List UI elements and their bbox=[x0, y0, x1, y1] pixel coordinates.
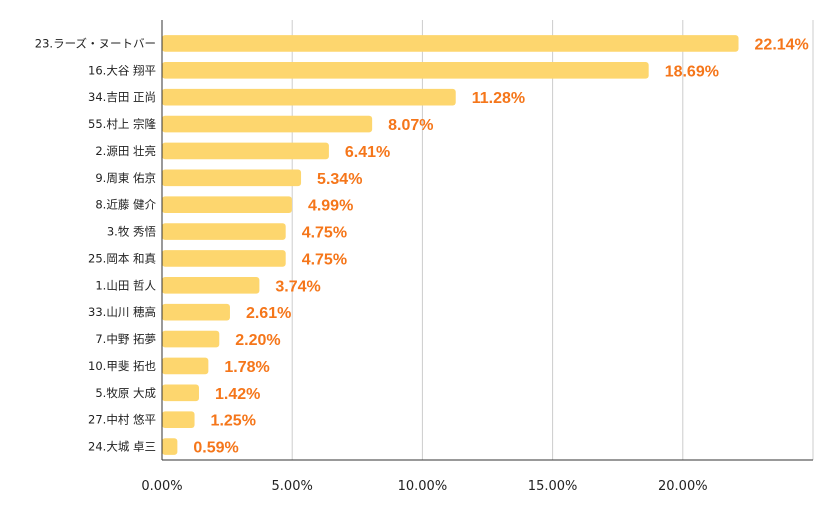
category-label: 23.ラーズ・ヌートバー bbox=[35, 36, 156, 50]
data-label: 8.07% bbox=[388, 117, 433, 134]
data-label: 1.78% bbox=[224, 359, 269, 376]
bar bbox=[162, 357, 209, 375]
bar bbox=[162, 276, 260, 294]
bars bbox=[162, 35, 739, 455]
bar bbox=[162, 142, 329, 160]
bar bbox=[162, 35, 739, 52]
x-tick-label: 20.00% bbox=[658, 479, 708, 494]
data-label: 2.20% bbox=[235, 332, 280, 349]
category-label: 3.牧 秀悟 bbox=[107, 225, 157, 239]
data-label: 6.41% bbox=[345, 144, 390, 161]
bar bbox=[162, 250, 286, 267]
data-label: 0.59% bbox=[193, 440, 238, 457]
gridlines bbox=[291, 20, 814, 460]
category-label: 34.吉田 正尚 bbox=[88, 90, 156, 104]
data-label: 2.61% bbox=[246, 305, 291, 322]
bar bbox=[162, 384, 199, 402]
bar bbox=[162, 115, 373, 133]
category-label: 5.牧原 大成 bbox=[95, 386, 156, 400]
data-label: 4.99% bbox=[308, 198, 353, 215]
axes bbox=[161, 20, 813, 461]
bar bbox=[162, 88, 456, 106]
data-label: 1.25% bbox=[211, 413, 256, 430]
category-label: 8.近藤 健介 bbox=[95, 198, 156, 212]
category-label: 55.村上 宗隆 bbox=[88, 117, 156, 131]
category-label: 16.大谷 翔平 bbox=[88, 63, 156, 77]
bar bbox=[162, 438, 178, 455]
data-label: 4.75% bbox=[302, 225, 347, 242]
category-label: 7.中野 拓夢 bbox=[95, 332, 156, 346]
data-label: 22.14% bbox=[755, 36, 809, 53]
data-label: 3.74% bbox=[275, 278, 320, 295]
data-label: 5.34% bbox=[317, 171, 362, 188]
category-label: 33.山川 穂高 bbox=[88, 305, 156, 319]
category-label: 2.源田 壮亮 bbox=[95, 144, 156, 158]
bar bbox=[162, 169, 302, 187]
category-label: 9.周東 佑京 bbox=[95, 171, 156, 185]
x-tick-label: 10.00% bbox=[398, 479, 448, 494]
bar bbox=[162, 411, 195, 429]
category-label: 1.山田 哲人 bbox=[95, 278, 156, 292]
x-tick-label: 5.00% bbox=[272, 479, 313, 494]
x-tick-label: 0.00% bbox=[141, 479, 182, 494]
data-label: 4.75% bbox=[302, 251, 347, 268]
category-label: 25.岡本 和真 bbox=[88, 251, 156, 265]
x-tick-label: 15.00% bbox=[528, 479, 578, 494]
category-label: 24.大城 卓三 bbox=[88, 440, 156, 454]
category-label: 10.甲斐 拓也 bbox=[88, 359, 156, 373]
bar bbox=[162, 223, 286, 240]
bar bbox=[162, 196, 292, 214]
data-label: 18.69% bbox=[665, 63, 719, 80]
data-label: 1.42% bbox=[215, 386, 260, 403]
bar bbox=[162, 303, 230, 321]
bar bbox=[162, 330, 220, 348]
data-label: 11.28% bbox=[472, 90, 525, 107]
bar bbox=[162, 61, 649, 79]
category-label: 27.中村 悠平 bbox=[88, 413, 156, 427]
labels: 0.00% 5.00% 10.00% 15.00% 20.00% 23.ラーズ・ヌートバー… bbox=[35, 36, 809, 494]
